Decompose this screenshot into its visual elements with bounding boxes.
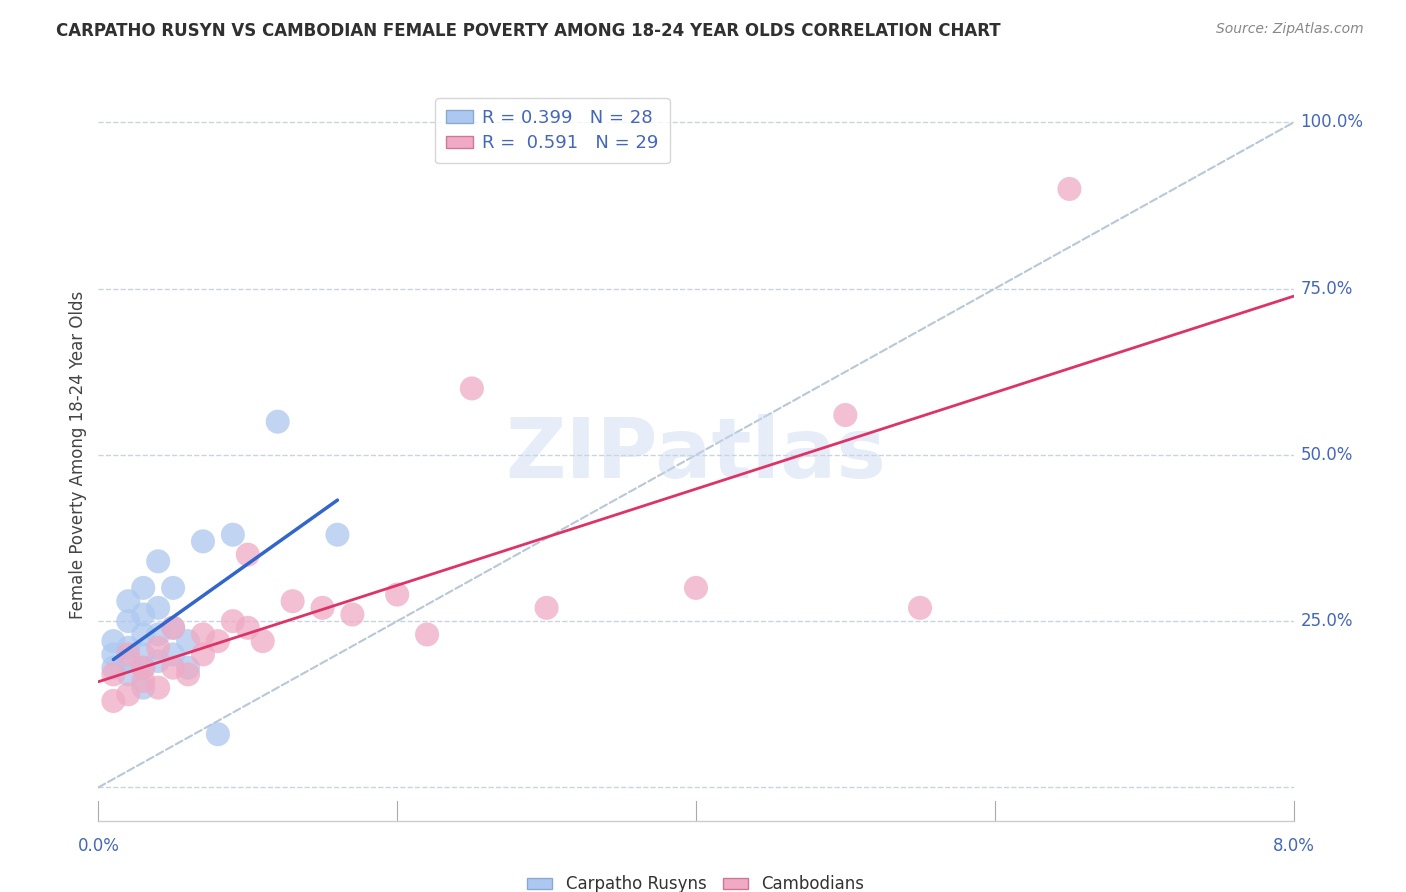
Point (177, 634, 200, 648)
Point (207, 634, 229, 648)
Point (908, 600, 931, 615)
Point (162, 648, 184, 662)
Point (117, 614, 139, 628)
Point (117, 667, 139, 681)
Point (461, 381, 484, 395)
Point (132, 648, 155, 662)
Point (162, 621, 184, 635)
Text: 75.0%: 75.0% (1301, 280, 1353, 298)
Text: 100.0%: 100.0% (1301, 113, 1364, 131)
Point (162, 661, 184, 675)
Point (191, 627, 214, 641)
Point (191, 648, 214, 662)
Point (267, 415, 290, 429)
Point (117, 640, 139, 655)
Text: 50.0%: 50.0% (1301, 446, 1353, 464)
Text: CARPATHO RUSYN VS CAMBODIAN FEMALE POVERTY AMONG 18-24 YEAR OLDS CORRELATION CHA: CARPATHO RUSYN VS CAMBODIAN FEMALE POVER… (56, 22, 1001, 40)
Text: 0.0%: 0.0% (77, 838, 120, 855)
Text: ZIPatlas: ZIPatlas (506, 415, 886, 495)
Point (281, 594, 304, 608)
Point (148, 654, 170, 668)
Point (834, 408, 856, 422)
Point (103, 634, 125, 648)
Point (103, 648, 125, 662)
Point (1059, 182, 1081, 196)
Point (177, 667, 200, 681)
Point (132, 627, 155, 641)
Point (148, 627, 170, 641)
Point (207, 727, 229, 741)
Point (222, 527, 245, 541)
Point (117, 648, 139, 662)
Point (222, 614, 245, 628)
Point (177, 661, 200, 675)
Point (236, 621, 259, 635)
Point (132, 607, 155, 622)
Y-axis label: Female Poverty Among 18-24 Year Olds: Female Poverty Among 18-24 Year Olds (69, 291, 87, 619)
Point (236, 548, 259, 562)
Point (252, 634, 274, 648)
Point (148, 600, 170, 615)
Point (117, 687, 139, 701)
Point (148, 681, 170, 695)
Point (191, 534, 214, 549)
Point (148, 554, 170, 568)
Point (148, 640, 170, 655)
Point (311, 600, 333, 615)
Point (103, 667, 125, 681)
Point (132, 673, 155, 688)
Point (132, 661, 155, 675)
Point (132, 581, 155, 595)
Text: Source: ZipAtlas.com: Source: ZipAtlas.com (1216, 22, 1364, 37)
Point (132, 661, 155, 675)
Point (685, 581, 707, 595)
Text: 25.0%: 25.0% (1301, 612, 1353, 630)
Point (416, 627, 439, 641)
Point (326, 527, 349, 541)
Legend: Carpatho Rusyns, Cambodians: Carpatho Rusyns, Cambodians (520, 869, 872, 892)
Point (103, 661, 125, 675)
Point (162, 581, 184, 595)
Point (103, 694, 125, 708)
Point (117, 594, 139, 608)
Text: 8.0%: 8.0% (1272, 838, 1315, 855)
Point (342, 607, 364, 622)
Point (162, 621, 184, 635)
Point (132, 681, 155, 695)
Point (117, 654, 139, 668)
Point (536, 600, 558, 615)
Point (385, 588, 409, 602)
